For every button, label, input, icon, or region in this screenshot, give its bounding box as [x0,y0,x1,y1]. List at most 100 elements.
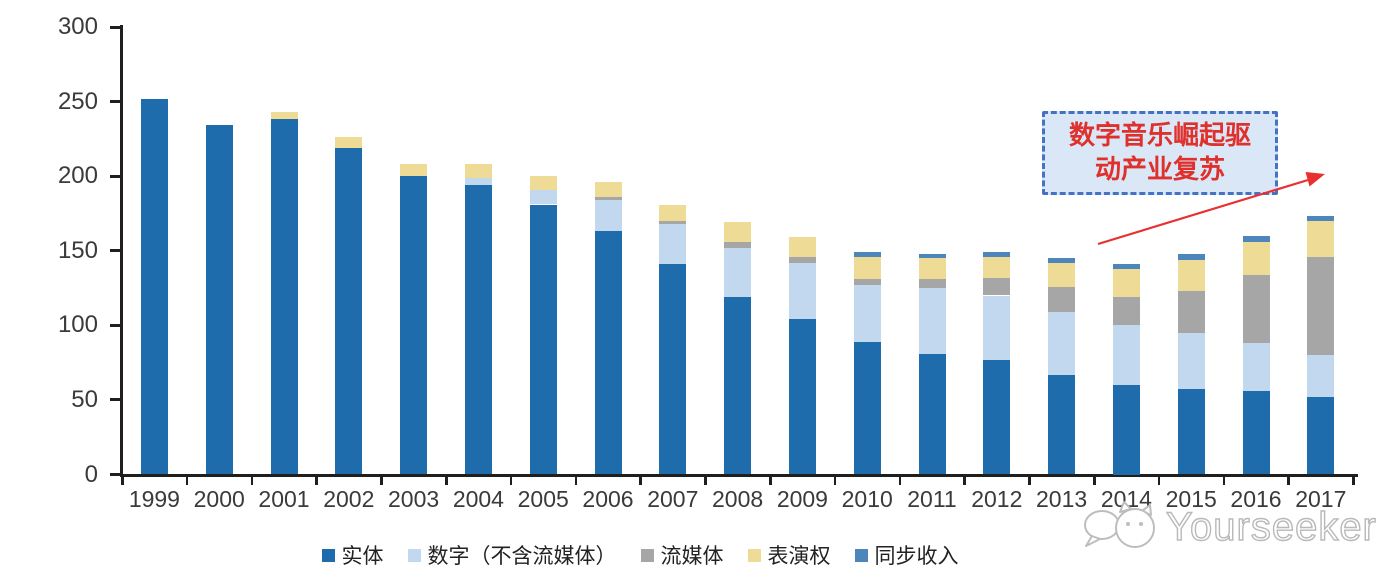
legend-item-series0: 实体 [321,540,384,570]
x-axis-category-label: 2010 [841,486,893,512]
y-axis-line [120,25,123,477]
x-axis-tick [250,477,254,485]
x-axis-category-label: 2002 [323,486,375,512]
y-axis-tick [110,25,121,29]
bar-segment-2016-series4 [1242,235,1270,242]
y-axis-tick [110,249,121,253]
x-axis-tick [1287,477,1290,485]
x-axis-tick [963,477,966,485]
x-axis-category-label: 1999 [128,486,180,512]
legend: 实体 数字（不含流媒体） 流媒体 表演权 同步收入 [0,540,1280,570]
bar-segment-2007-series3 [659,204,687,221]
bar-segment-2007-series2 [659,220,687,224]
x-axis-tick [1093,477,1096,485]
cat-logo-icon [1084,501,1155,548]
bar-segment-2015-series3 [1177,259,1205,291]
annotation-arrow [1097,172,1325,246]
bar-segment-2011-series2 [918,279,946,289]
x-axis-category-label: 2008 [712,486,764,512]
bar-segment-2013-series2 [1048,286,1076,312]
bar-segment-2014-series1 [1112,325,1140,385]
x-axis-tick [121,477,124,485]
bar-segment-2016-series1 [1242,343,1270,391]
bar-segment-2017-series4 [1307,216,1335,221]
x-axis-category-label: 2012 [971,486,1023,512]
x-axis-category-label: 2003 [388,486,440,512]
bar-segment-2004-series3 [464,164,492,178]
x-axis-tick [1028,477,1031,485]
watermark-text: Yourseeker [1165,504,1377,549]
x-axis-tick [315,477,318,485]
x-axis-category-label: 2015 [1165,486,1217,512]
x-axis-category-label: 2017 [1295,486,1347,512]
bar-segment-2001-series0 [270,119,298,475]
bar-segment-2012-series1 [983,295,1011,360]
x-axis-tick [445,477,448,485]
x-axis-category-label: 2006 [582,486,634,512]
y-axis-tick-label: 200 [57,162,98,190]
watermark: Yourseeker [1078,492,1377,562]
x-axis-line [120,474,1358,477]
x-axis-tick [1222,477,1226,485]
bar-segment-2008-series3 [724,222,752,242]
annotation-callout: 数字音乐崛起驱 动产业复苏 [1042,111,1278,195]
x-axis-tick [833,477,837,485]
legend-swatch-icon [747,548,761,562]
x-axis-category-label: 2009 [776,486,828,512]
bar-segment-2014-series0 [1112,385,1140,475]
bar-segment-2015-series1 [1177,332,1205,390]
bar-segment-2004-series1 [464,177,492,186]
bar-segment-2013-series0 [1048,374,1076,475]
bar-segment-2012-series4 [983,252,1011,257]
x-axis-tick [509,477,513,485]
legend-item-series2: 流媒体 [640,540,724,570]
bar-segment-2011-series1 [918,288,946,354]
bar-segment-2003-series0 [400,176,428,475]
bar-segment-2010-series2 [853,279,881,286]
x-axis-tick [380,477,383,485]
bar-segment-2007-series0 [659,264,687,475]
bar-segment-2006-series0 [594,231,622,475]
x-axis-tick [1157,477,1161,485]
bar-segment-2001-series3 [270,112,298,120]
y-axis-tick [110,100,121,104]
bar-segment-2008-series2 [724,241,752,248]
y-axis-tick-label: 150 [57,236,98,264]
bar-segment-2003-series3 [400,164,428,177]
bar-segment-2017-series3 [1307,220,1335,257]
x-axis-tick [898,477,902,485]
legend-swatch-icon [854,548,868,562]
legend-swatch-icon [321,548,335,562]
annotation-text-line2: 动产业复苏 [1094,155,1225,184]
bar-segment-2017-series2 [1307,256,1335,356]
x-axis-category-label: 2013 [1036,486,1088,512]
bar-segment-1999-series0 [140,98,168,475]
y-axis-tick [110,174,121,178]
bar-segment-2010-series4 [853,252,881,257]
legend-label: 流媒体 [660,544,724,568]
bar-segment-2006-series3 [594,182,622,198]
bar-segment-2017-series0 [1307,396,1335,475]
y-axis-tick-label: 0 [84,460,98,488]
bar-segment-2009-series2 [788,256,816,263]
x-axis-tick [185,477,189,485]
y-axis-tick [110,398,121,402]
bar-segment-2010-series3 [853,256,881,280]
bar-segment-2002-series3 [335,137,363,148]
bar-segment-2016-series3 [1242,241,1270,275]
annotation-text-line1: 数字音乐崛起驱 [1068,121,1251,150]
y-axis-tick [110,323,121,327]
bar-segment-2012-series0 [983,359,1011,475]
bar-segment-2014-series4 [1112,264,1140,269]
bar-segment-2013-series1 [1048,311,1076,375]
bar-segment-2016-series2 [1242,274,1270,344]
bar-segment-2008-series0 [724,296,752,475]
bar-segment-2009-series1 [788,262,816,320]
bar-segment-2005-series0 [529,204,557,475]
legend-item-series1: 数字（不含流媒体） [407,540,617,570]
bar-segment-2004-series0 [464,185,492,475]
x-axis-category-label: 2000 [193,486,245,512]
y-axis-tick [110,473,121,476]
bar-segment-2015-series2 [1177,291,1205,333]
